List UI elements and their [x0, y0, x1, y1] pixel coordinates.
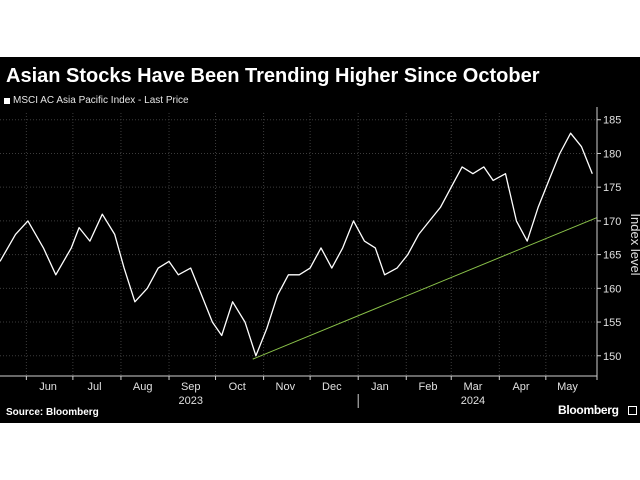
- legend-swatch: [4, 97, 10, 104]
- x-tick-label: Dec: [322, 381, 342, 393]
- trendline: [252, 217, 598, 360]
- y-tick-label: 180: [603, 148, 621, 160]
- x-tick-label: Apr: [512, 381, 529, 393]
- x-axis: Jun Jul Aug Sep Oct Nov Dec Jan Feb Mar Apr May 2023…: [0, 375, 597, 408]
- price-series-group: [0, 132, 593, 357]
- source-note: Source: Bloomberg: [6, 407, 99, 418]
- x-tick-label: Feb: [418, 381, 437, 393]
- year-label: 2023: [178, 395, 202, 407]
- price-line: [0, 132, 593, 357]
- trendline-group: [252, 217, 598, 360]
- legend: MSCI AC Asia Pacific Index - Last Price: [4, 95, 189, 106]
- y-tick-label: 185: [603, 115, 621, 127]
- x-tick-label: Jun: [39, 381, 57, 393]
- year-label: 2024: [461, 395, 485, 407]
- x-tick-label: Oct: [229, 381, 246, 393]
- y-tick-label: 175: [603, 182, 621, 194]
- brand-logo: Bloomberg: [558, 403, 619, 417]
- x-tick-label: May: [557, 381, 578, 393]
- x-tick-label: Sep: [181, 381, 201, 393]
- y-axis: 150 155 160 165 170 175 180 185 Index level: [596, 107, 640, 380]
- x-tick-label: Jan: [371, 381, 389, 393]
- y-tick-label: 150: [603, 351, 621, 363]
- y-tick-label: 155: [603, 317, 621, 329]
- legend-label: MSCI AC Asia Pacific Index - Last Price: [13, 95, 189, 106]
- y-tick-label: 170: [603, 216, 621, 228]
- chart-frame: Asian Stocks Have Been Trending Higher S…: [0, 57, 640, 423]
- grid-lines: [0, 113, 597, 376]
- y-tick-label: 165: [603, 250, 621, 262]
- bloomberg-box-icon: [628, 406, 637, 415]
- x-tick-label: Mar: [463, 381, 482, 393]
- x-tick-label: Nov: [276, 381, 296, 393]
- x-tick-label: Aug: [133, 381, 153, 393]
- y-tick-label: 160: [603, 283, 621, 295]
- x-tick-label: Jul: [88, 381, 102, 393]
- y-axis-label: Index level: [628, 213, 640, 275]
- chart-title: Asian Stocks Have Been Trending Higher S…: [6, 65, 540, 87]
